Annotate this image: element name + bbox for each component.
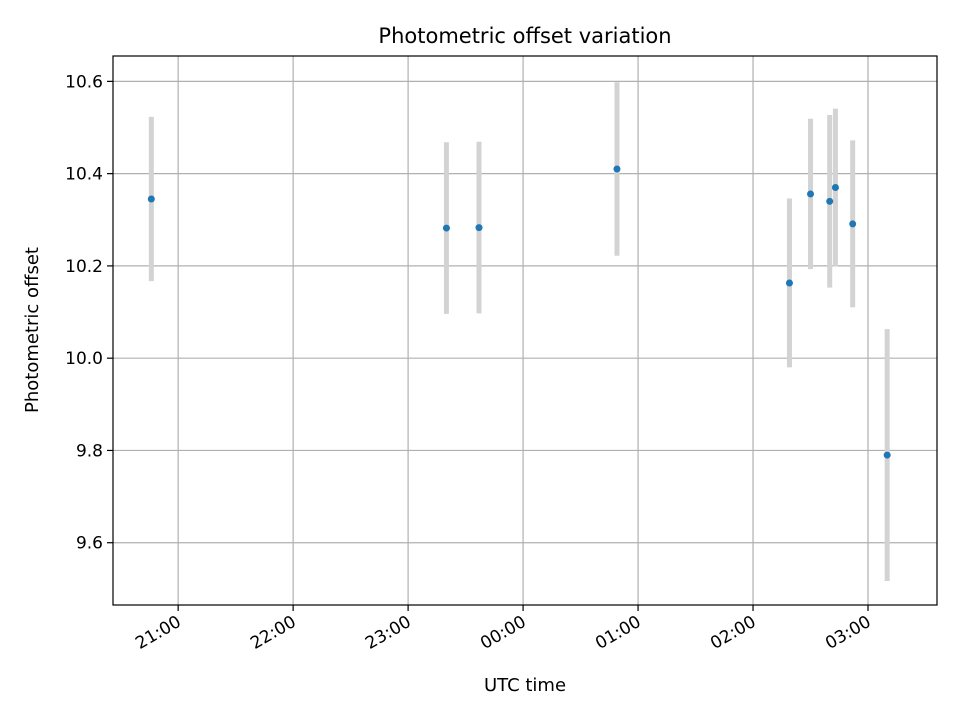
data-point — [831, 183, 839, 191]
x-axis-label: UTC time — [484, 675, 566, 696]
y-tick-label: 9.6 — [76, 534, 103, 554]
x-tick-label: 21:00 — [132, 612, 184, 654]
data-point — [475, 224, 483, 232]
x-tick-label: 01:00 — [592, 612, 644, 654]
y-tick-label: 10.0 — [65, 349, 103, 369]
x-tick-label: 23:00 — [362, 612, 414, 654]
x-tick-label: 22:00 — [247, 612, 299, 654]
grid — [113, 56, 937, 605]
data-points — [147, 165, 891, 459]
y-tick-label: 9.8 — [76, 441, 103, 461]
x-tick-label: 02:00 — [707, 612, 759, 654]
error-bars — [148, 82, 890, 582]
data-point — [785, 279, 793, 287]
data-point — [613, 165, 621, 173]
data-point — [442, 224, 450, 232]
y-tick-label: 10.4 — [65, 165, 103, 185]
y-tick-label: 10.2 — [65, 257, 103, 277]
y-tick-label: 10.6 — [65, 72, 103, 92]
data-point — [807, 190, 815, 198]
x-axis-ticks: 21:00 22:00 23:00 00:00 01:00 02:00 03:00 — [132, 605, 875, 654]
data-point — [147, 195, 155, 203]
x-tick-label: 03:00 — [822, 612, 874, 654]
y-axis-ticks: 9.6 9.8 10.0 10.2 10.4 10.6 — [65, 72, 113, 554]
chart-title: Photometric offset variation — [378, 24, 671, 48]
plot-frame — [112, 55, 938, 606]
x-tick-label: 00:00 — [477, 612, 529, 654]
data-point — [849, 220, 857, 228]
data-point — [883, 451, 891, 459]
data-point — [826, 197, 834, 205]
y-axis-label: Photometric offset — [22, 247, 43, 413]
